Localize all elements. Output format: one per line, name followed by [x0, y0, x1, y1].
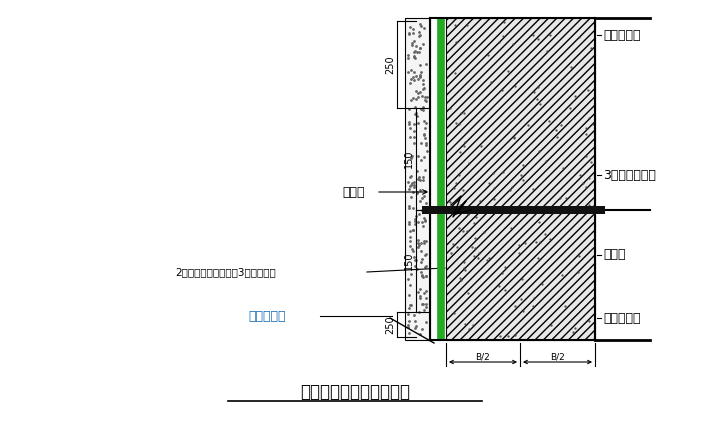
Text: 3厚钢板止水带: 3厚钢板止水带 [603, 168, 656, 181]
Text: B/2: B/2 [550, 352, 565, 361]
Text: 150: 150 [404, 150, 414, 168]
Text: 附加防水层: 附加防水层 [248, 309, 285, 322]
Text: B/2: B/2 [476, 352, 491, 361]
Bar [405, 18, 430, 340]
Text: 2厚聚氨酯防水涂膜或3厚防水卷材: 2厚聚氨酯防水涂膜或3厚防水卷材 [175, 267, 275, 277]
Text: 后浇混凝土: 后浇混凝土 [603, 29, 640, 42]
Text: 先浇混凝土: 先浇混凝土 [603, 312, 640, 325]
Text: 迎水面: 迎水面 [343, 186, 365, 198]
Bar [437, 18, 444, 340]
Bar [422, 206, 605, 214]
Text: 250: 250 [385, 55, 395, 74]
Text: 地下室侧墙施工缝示意图: 地下室侧墙施工缝示意图 [300, 383, 410, 401]
Text: 施工缝: 施工缝 [603, 248, 626, 261]
Text: 250: 250 [385, 315, 395, 334]
Bar [446, 18, 595, 210]
Text: 150: 150 [404, 252, 414, 270]
Bar [446, 210, 595, 340]
